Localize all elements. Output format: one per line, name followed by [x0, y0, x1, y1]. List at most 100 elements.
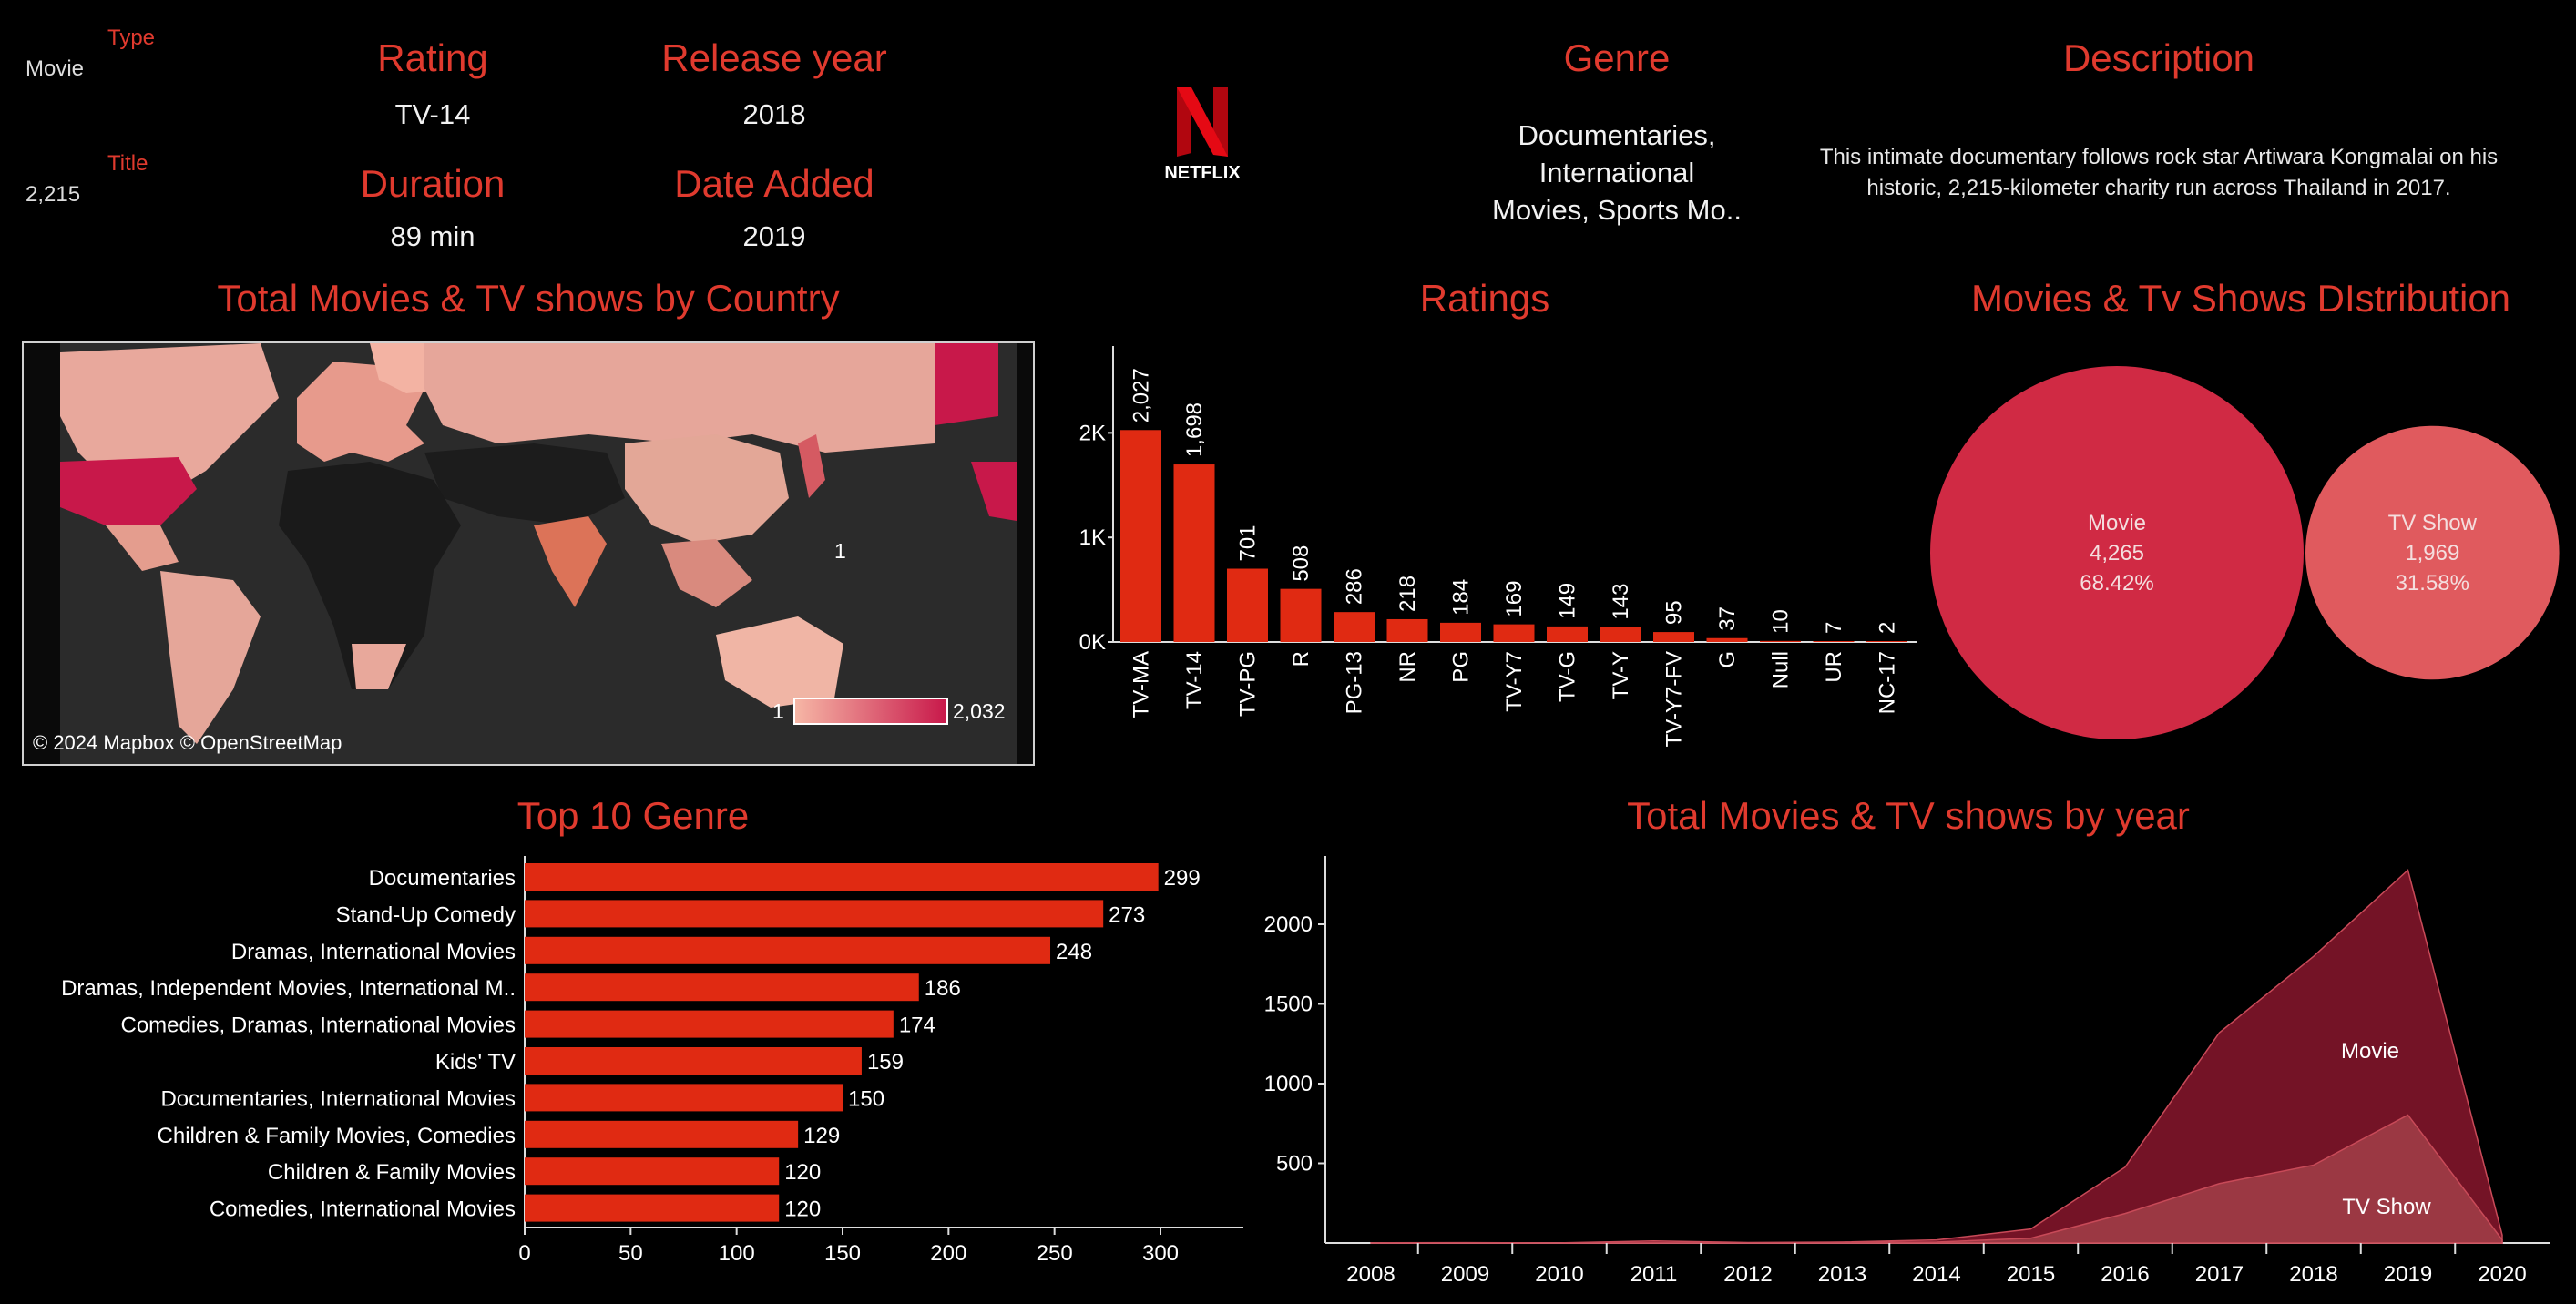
region-usa-west[interactable]	[971, 462, 1017, 521]
date-added-value: 2019	[742, 220, 806, 252]
x-tick-label: 2019	[2384, 1262, 2432, 1287]
legend-min: 1	[834, 539, 846, 563]
region-india[interactable]	[534, 516, 607, 607]
genre-value-label: 174	[899, 1014, 935, 1038]
genre-value-label: 150	[848, 1086, 884, 1111]
bubble-percent: 31.58%	[2396, 571, 2469, 596]
x-tick-label: 300	[1142, 1241, 1179, 1266]
x-tick-label: 0	[518, 1241, 530, 1266]
genre-bar	[525, 1047, 862, 1075]
country-map[interactable]: © 2024 Mapbox © OpenStreetMap 1 1 2,032	[22, 341, 1035, 766]
genre-value: Documentaries, International Movies, Spo…	[1457, 117, 1776, 229]
rating-category-label: Null	[1769, 651, 1794, 688]
rating-value-label: 286	[1343, 568, 1367, 605]
rating-bar	[1493, 624, 1535, 642]
rating-category-label: PG-13	[1343, 651, 1367, 714]
bubble-percent: 68.42%	[2080, 571, 2153, 596]
x-tick-label: 100	[719, 1241, 755, 1266]
rating-bar	[1280, 588, 1322, 642]
region-se-asia[interactable]	[661, 539, 752, 607]
rating-category-label: NR	[1395, 651, 1420, 683]
genre-category-label: Stand-Up Comedy	[336, 902, 516, 927]
x-tick-label: 150	[824, 1241, 861, 1266]
genre-value-label: 129	[803, 1124, 840, 1148]
ratings-title: Ratings	[1419, 277, 1550, 320]
genre-value-label: 120	[784, 1160, 821, 1185]
map-legend-bar	[793, 698, 948, 725]
genre-label: Genre	[1563, 36, 1671, 79]
map-title: Total Movies & TV shows by Country	[217, 277, 840, 320]
genre-value-label: 186	[925, 976, 961, 1001]
rating-value-label: 184	[1449, 579, 1474, 616]
rating-bar	[1386, 618, 1428, 642]
region-africa[interactable]	[279, 462, 461, 689]
rating-bar	[1760, 640, 1801, 642]
genre-category-label: Children & Family Movies, Comedies	[158, 1124, 516, 1148]
rating-bar	[1813, 641, 1855, 642]
region-usa[interactable]	[60, 457, 197, 525]
rating-bar	[1173, 464, 1215, 642]
genre-category-label: Comedies, Dramas, International Movies	[120, 1014, 516, 1038]
rating-value-label: 701	[1236, 525, 1261, 561]
genre-category-label: Children & Family Movies	[268, 1160, 516, 1185]
description-line: historic, 2,215-kilometer charity run ac…	[1866, 176, 2451, 200]
x-tick-label: 2008	[1346, 1262, 1395, 1287]
description-label: Description	[2062, 36, 2255, 79]
y-tick-label: 2000	[1264, 912, 1313, 937]
region-south-america[interactable]	[160, 571, 261, 744]
x-tick-label: 2013	[1818, 1262, 1866, 1287]
genre-line: International	[1538, 157, 1695, 188]
rating-category-label: TV-PG	[1236, 651, 1261, 717]
x-tick-label: 2020	[2478, 1262, 2526, 1287]
region-japan[interactable]	[798, 434, 825, 498]
genre-category-label: Comedies, International Movies	[210, 1197, 516, 1222]
year-chart-title: Total Movies & TV shows by year	[1627, 794, 2190, 837]
rating-value-label: 508	[1289, 545, 1314, 582]
title-value: 2,215	[26, 182, 81, 207]
genre-value-label: 248	[1056, 940, 1092, 964]
rating-bar	[1120, 430, 1161, 642]
ratings-chart: 0K 1K 2K 2,027 TV-MA 1,698 TV-14 701 TV-PG 508 R 28…	[1079, 346, 1917, 747]
genre-bar	[525, 1010, 894, 1038]
type-value: Movie	[26, 56, 85, 81]
genre-value-label: 299	[1164, 866, 1201, 891]
rating-value-label: 169	[1502, 581, 1527, 617]
series-label: Movie	[2341, 1039, 2399, 1064]
genre-bar	[525, 1194, 780, 1222]
rating-value: TV-14	[394, 98, 471, 130]
y-tick-label: 1000	[1264, 1072, 1313, 1096]
rating-category-label: G	[1715, 651, 1740, 668]
rating-value-label: 7	[1822, 622, 1846, 634]
year-area-chart: 500 1000 1500 2000 Movie TV Show 2008 2009 2010 2…	[1264, 856, 2550, 1287]
map-legend-max: 2,032	[953, 699, 1006, 723]
genre-bar	[525, 900, 1104, 928]
region-china[interactable]	[625, 434, 789, 544]
genre-category-label: Kids' TV	[435, 1050, 516, 1075]
region-usa-east[interactable]	[935, 343, 998, 425]
rating-bar	[1600, 627, 1641, 642]
x-tick-label: 2011	[1630, 1262, 1678, 1287]
genre-bar	[525, 863, 1159, 891]
rating-value-label: 10	[1769, 609, 1794, 634]
description-line: This intimate documentary follows rock s…	[1819, 145, 2499, 169]
rating-value-label: 143	[1609, 584, 1633, 620]
region-russia[interactable]	[424, 343, 935, 453]
rating-value-label: 37	[1715, 606, 1740, 631]
region-canada[interactable]	[60, 343, 279, 498]
bubble-value: 4,265	[2090, 541, 2144, 565]
rating-category-label: UR	[1822, 651, 1846, 683]
rating-category-label: TV-Y7	[1502, 651, 1527, 712]
region-australia[interactable]	[716, 616, 843, 708]
map-legend-min: 1	[772, 699, 784, 723]
genre-category-label: Documentaries	[369, 866, 516, 891]
distribution-bubble	[2305, 425, 2560, 680]
series-label: TV Show	[2342, 1195, 2431, 1219]
rating-category-label: PG	[1449, 651, 1474, 683]
region-mexico[interactable]	[106, 525, 179, 571]
rating-bar	[1547, 626, 1588, 642]
genre-bar	[525, 936, 1051, 964]
genre-line: Movies, Sports Mo..	[1492, 194, 1742, 226]
region-middle-east[interactable]	[424, 443, 625, 525]
genre-value-label: 159	[867, 1050, 904, 1075]
region-south-africa[interactable]	[352, 644, 406, 689]
